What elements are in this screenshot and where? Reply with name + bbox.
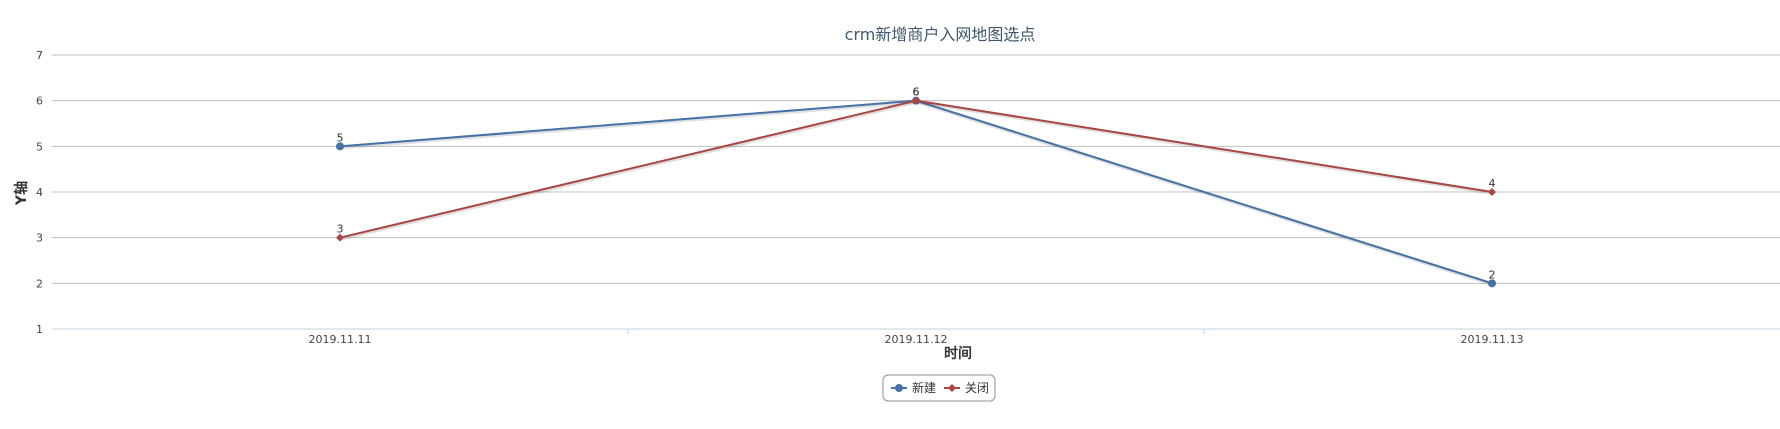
y-tick-label: 6 (36, 95, 43, 108)
data-label: 5 (337, 131, 344, 144)
legend-marker (895, 384, 903, 392)
legend-box (882, 374, 996, 402)
data-point (336, 142, 344, 151)
axes: 1 2 3 4 5 6 7 2019.11.11 2019.11.12 2019.11.13 (36, 49, 1523, 346)
series-line-shadow (340, 99, 1494, 241)
x-axis-title: 时间 (944, 345, 972, 362)
data-label: 4 (1489, 177, 1496, 190)
data-label: 6 (913, 86, 920, 99)
y-tick-label: 3 (36, 232, 43, 245)
x-tick-label: 2019.11.11 (309, 333, 372, 346)
data-point (336, 233, 344, 242)
y-tick-label: 5 (36, 140, 43, 153)
legend-label: 关闭 (965, 381, 989, 395)
x-tick-label: 2019.11.12 (885, 333, 948, 346)
y-tick-label: 7 (36, 49, 43, 62)
series-layer (336, 96, 1496, 288)
data-label: 6 (913, 86, 920, 99)
data-label: 2 (1489, 268, 1496, 281)
y-axis-title: Y轴 (13, 181, 30, 206)
y-tick-label: 2 (36, 277, 43, 290)
series-2 (336, 96, 1496, 242)
legend-item-1[interactable]: 新建 (891, 380, 936, 395)
y-tick-label: 1 (36, 323, 43, 336)
x-tick-label: 2019.11.13 (1461, 333, 1524, 346)
data-point (1488, 188, 1496, 196)
series-line-shadow (340, 99, 1494, 287)
legend-item-2[interactable]: 关闭 (944, 381, 989, 395)
data-point (1488, 279, 1496, 288)
data-label: 3 (337, 223, 344, 236)
series-line (339, 99, 1493, 239)
chart-title: crm新增商户入网地图选点 (845, 25, 1036, 44)
data-point (912, 96, 920, 105)
legend: 新建 关闭 (882, 374, 996, 402)
y-tick-label: 4 (36, 186, 43, 199)
legend-label: 新建 (912, 380, 936, 395)
legend-marker (948, 384, 956, 392)
